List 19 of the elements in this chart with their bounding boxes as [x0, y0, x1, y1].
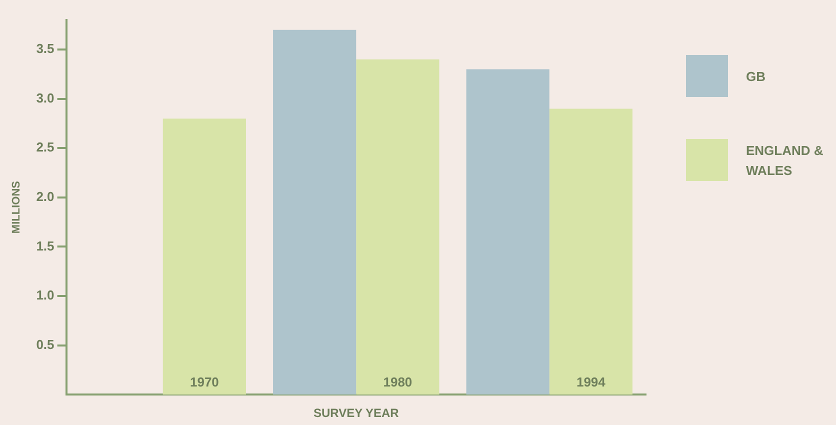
- bar: [466, 69, 550, 395]
- bar: [162, 118, 246, 395]
- bar: [549, 108, 632, 395]
- y-tick-label: 2.5: [36, 140, 54, 155]
- bar: [273, 30, 356, 395]
- x-tick-label: 1970: [190, 374, 219, 390]
- bar: [356, 59, 440, 395]
- y-axis-title: MILLIONS: [10, 181, 23, 234]
- x-tick-label: 1994: [576, 374, 606, 390]
- y-tick-label: 3.5: [36, 41, 54, 56]
- y-tick-label: 0.5: [36, 336, 54, 352]
- x-tick-label: 1980: [383, 374, 412, 390]
- x-axis-title: SURVEY YEAR: [313, 406, 400, 420]
- y-tick-label: 2.0: [36, 189, 54, 204]
- text: ENGLAND & WALES: [746, 142, 824, 180]
- y-tick-label: 1.5: [36, 238, 54, 254]
- y-tick-label: 1.0: [36, 288, 54, 303]
- y-tick-label: 3.0: [36, 90, 54, 106]
- text: GB: [746, 68, 766, 86]
